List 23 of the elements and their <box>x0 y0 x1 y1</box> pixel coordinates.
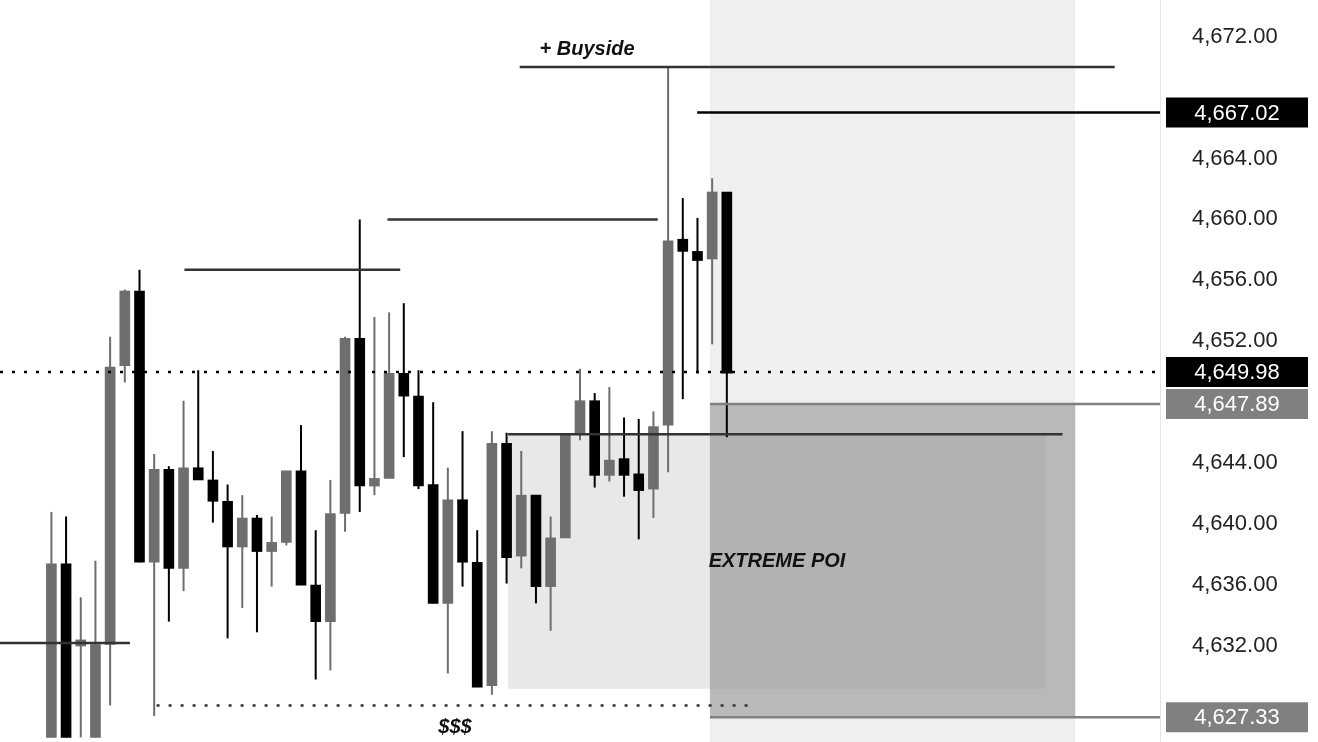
y-tick-label: 4,636.00 <box>1192 571 1278 597</box>
candlestick <box>192 369 204 481</box>
y-tick-label: 4,672.00 <box>1192 22 1278 48</box>
annotation: EXTREME POI <box>708 548 846 571</box>
ref-line-label: 4,627.33 <box>1194 704 1280 730</box>
y-tick-label: 4,660.00 <box>1192 205 1278 231</box>
annotation: $$$ <box>437 714 473 737</box>
y-tick-label: 4,644.00 <box>1192 449 1278 475</box>
candlestick <box>633 417 645 541</box>
y-tick-label: 4,664.00 <box>1192 144 1278 170</box>
y-tick-label: 4,656.00 <box>1192 266 1278 292</box>
candlestick <box>618 416 630 498</box>
candlestick <box>266 515 277 588</box>
ref-line-label: 4,667.02 <box>1194 99 1280 125</box>
annotation: + Buyside <box>539 36 635 59</box>
y-tick-label: 4,652.00 <box>1192 327 1278 353</box>
candlestick <box>604 386 615 483</box>
candlestick <box>369 315 380 497</box>
y-tick-label: 4,640.00 <box>1192 510 1278 536</box>
candlestick <box>207 449 219 524</box>
ref-line-label: 4,647.89 <box>1194 390 1280 416</box>
ref-line-label: 4,649.98 <box>1194 359 1280 385</box>
y-tick-label: 4,632.00 <box>1192 632 1278 658</box>
